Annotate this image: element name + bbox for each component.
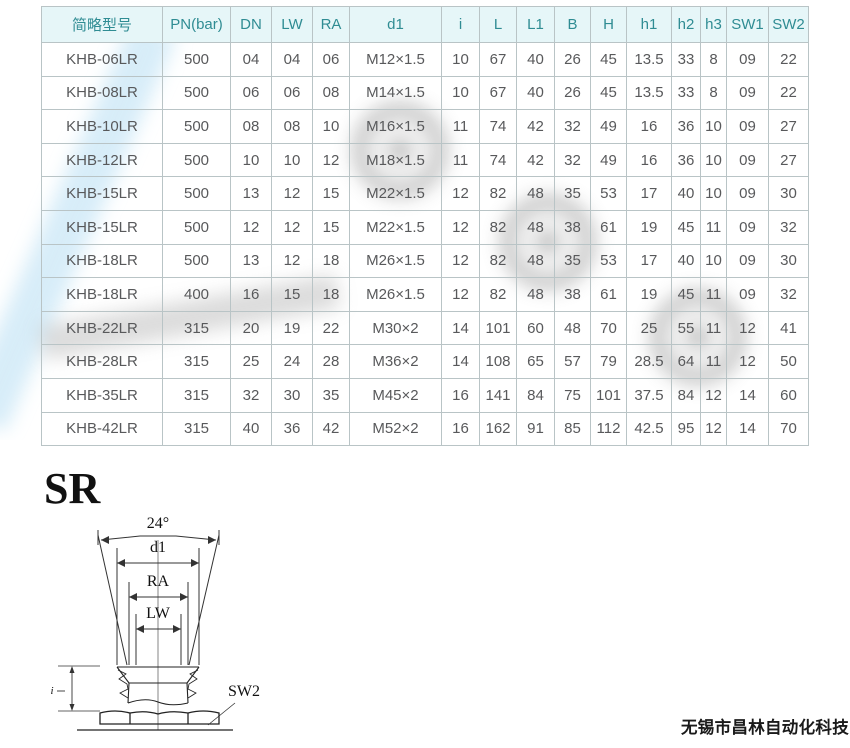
svg-text:d1: d1 [150, 539, 166, 556]
svg-text:LW: LW [146, 605, 171, 622]
svg-text:SW2: SW2 [228, 683, 260, 700]
svg-text:RA: RA [147, 573, 170, 590]
svg-text:24°: 24° [147, 515, 169, 532]
svg-text:i: i [50, 685, 53, 697]
